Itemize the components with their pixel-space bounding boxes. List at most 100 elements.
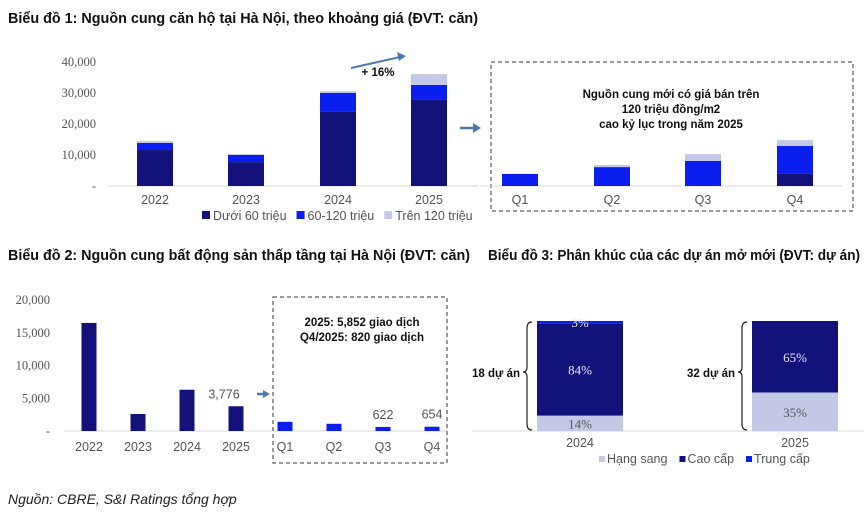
bar-segment — [411, 74, 447, 85]
segment-label: 3% — [571, 315, 589, 330]
legend-label: Hạng sang — [607, 452, 668, 466]
quarter-bar-segment — [502, 173, 538, 186]
bar-segment — [537, 321, 623, 324]
bar-segment — [228, 155, 264, 163]
x-tick-label: 2024 — [566, 436, 594, 450]
y-tick-label: 10,000 — [16, 359, 50, 373]
legend-label: Trung cấp — [754, 452, 810, 466]
quarter-bar-segment — [594, 167, 630, 186]
chart3-title: Biểu đồ 3: Phân khúc của các dự án mở mớ… — [488, 248, 860, 264]
data-label: 622 — [373, 408, 394, 422]
bar-segment — [228, 154, 264, 155]
source-note: Nguồn: CBRE, S&I Ratings tổng hợp — [8, 491, 237, 507]
legend-swatch — [599, 456, 605, 462]
bar-segment — [320, 111, 356, 186]
bracket-icon — [737, 321, 748, 431]
bar-segment — [537, 323, 623, 416]
bar-segment — [752, 392, 838, 431]
bracket-label: 18 dự án — [472, 368, 520, 380]
chart2-title: Biểu đồ 2: Nguồn cung bất động sản thấp … — [8, 248, 470, 264]
chart1-title: Biểu đồ 1: Nguồn cung căn hộ tại Hà Nội,… — [8, 11, 478, 27]
y-tick-label: - — [92, 179, 96, 193]
arrow-head-icon — [473, 123, 481, 133]
data-label: 654 — [422, 408, 443, 422]
x-tick-label: 2022 — [141, 193, 169, 207]
legend-label: 60-120 triệu — [308, 209, 375, 223]
segment-label: 84% — [568, 362, 592, 377]
segment-label: 14% — [568, 416, 592, 431]
bar-segment — [320, 91, 356, 93]
quarter-tick-label: Q3 — [695, 193, 712, 207]
y-tick-label: 30,000 — [62, 86, 96, 100]
x-tick-label: 2025 — [415, 193, 443, 207]
legend-swatch — [202, 211, 210, 219]
x-tick-label: Q4 — [424, 440, 441, 454]
bracket-label: 32 dự án — [687, 368, 735, 380]
box-note-line: Q4/2025: 820 giao dịch — [300, 332, 424, 344]
bar — [277, 421, 293, 431]
arrow-head-icon — [263, 390, 270, 398]
bar — [228, 406, 244, 431]
x-tick-label: 2024 — [324, 193, 352, 207]
bar-segment — [228, 162, 264, 186]
arrow-head-icon — [397, 52, 406, 61]
legend-label: Dưới 60 triệu — [213, 209, 287, 223]
legend-swatch — [679, 456, 686, 462]
x-tick-label: 2025 — [781, 436, 809, 450]
legend-label: Trên 120 triệu — [395, 209, 472, 223]
growth-arrow-icon — [350, 56, 401, 69]
quarter-bar-segment — [685, 160, 721, 186]
bar-segment — [137, 141, 173, 143]
highlight-box — [490, 61, 854, 212]
bar — [375, 426, 391, 431]
bar-segment — [137, 150, 173, 186]
bar — [179, 389, 195, 431]
bar — [81, 322, 97, 431]
x-tick-label: Q1 — [277, 440, 294, 454]
legend-label: Cao cấp — [687, 452, 734, 466]
x-tick-label: Q3 — [375, 440, 392, 454]
quarter-tick-label: Q1 — [512, 193, 529, 207]
quarter-bar-segment — [777, 140, 813, 147]
y-tick-label: - — [46, 424, 50, 438]
y-tick-label: 5,000 — [22, 391, 50, 405]
highlight-box — [272, 296, 448, 464]
legend-swatch — [384, 211, 393, 219]
segment-label: 65% — [783, 350, 807, 365]
bar-segment — [320, 93, 356, 112]
x-tick-label: 2022 — [75, 440, 103, 454]
bar-segment — [411, 84, 447, 100]
x-tick-label: Q2 — [326, 440, 343, 454]
quarter-tick-label: Q2 — [604, 193, 621, 207]
box-note-line: 2025: 5,852 giao dịch — [304, 317, 419, 329]
legend-swatch — [746, 456, 753, 462]
box-note-line: 120 triệu đồng/m2 — [622, 104, 720, 116]
y-tick-label: 40,000 — [62, 55, 96, 69]
growth-label: + 16% — [362, 67, 395, 79]
segment-label: 35% — [783, 405, 807, 420]
box-note-line: Nguồn cung mới có giá bán trên — [583, 89, 760, 101]
bar — [424, 426, 440, 431]
y-tick-label: 15,000 — [16, 326, 50, 340]
quarter-bar-segment — [777, 173, 813, 186]
quarter-bar-segment — [685, 154, 721, 161]
bar — [130, 413, 146, 431]
box-note-line: cao kỷ lục trong năm 2025 — [599, 119, 743, 131]
x-tick-label: 2023 — [232, 193, 260, 207]
y-tick-label: 20,000 — [62, 117, 96, 131]
legend-swatch — [296, 211, 305, 219]
quarter-tick-label: Q4 — [787, 193, 804, 207]
bracket-icon — [522, 321, 533, 431]
quarter-bar-segment — [594, 164, 630, 168]
quarter-bar-segment — [777, 146, 813, 174]
bar-segment — [537, 415, 623, 431]
bar-segment — [752, 321, 838, 393]
bar-segment — [137, 142, 173, 151]
bar-segment — [411, 99, 447, 186]
data-label: 3,776 — [208, 387, 239, 401]
bar — [326, 423, 342, 431]
x-tick-label: 2023 — [124, 440, 152, 454]
y-tick-label: 10,000 — [62, 148, 96, 162]
x-tick-label: 2024 — [173, 440, 201, 454]
